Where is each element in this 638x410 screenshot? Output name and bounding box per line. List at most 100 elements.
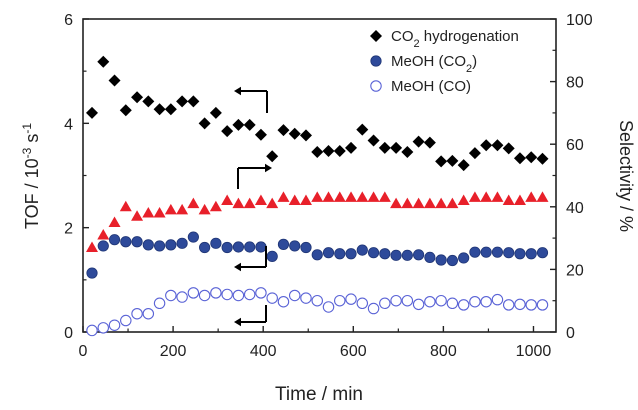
x-tick-label: 600 bbox=[340, 343, 367, 360]
data-point bbox=[536, 152, 549, 165]
y2-tick-label: 40 bbox=[566, 200, 584, 217]
data-point bbox=[435, 197, 448, 209]
data-point bbox=[502, 299, 515, 311]
data-point bbox=[288, 127, 301, 140]
data-point bbox=[97, 240, 109, 252]
data-point bbox=[142, 95, 155, 108]
data-point bbox=[423, 197, 436, 209]
x-tick-label: 800 bbox=[430, 343, 457, 360]
data-point bbox=[334, 248, 346, 260]
data-point bbox=[277, 238, 290, 250]
series-3 bbox=[86, 191, 549, 252]
y-axis-title: TOF / 10-3 s-1 bbox=[20, 123, 42, 229]
data-point bbox=[108, 216, 121, 227]
data-point bbox=[187, 231, 199, 243]
data-point bbox=[446, 197, 459, 209]
data-point bbox=[345, 248, 357, 260]
data-point bbox=[86, 324, 98, 337]
data-point bbox=[458, 252, 470, 264]
data-point bbox=[288, 289, 301, 302]
series-2 bbox=[86, 287, 549, 337]
data-point bbox=[277, 295, 290, 308]
data-point bbox=[513, 152, 526, 165]
data-point bbox=[277, 124, 290, 137]
series-1 bbox=[86, 231, 549, 279]
y2-tick-label: 100 bbox=[566, 12, 593, 29]
data-point bbox=[390, 197, 403, 209]
plot-frame bbox=[82, 18, 557, 333]
data-point bbox=[311, 294, 323, 307]
x-tick-label: 400 bbox=[250, 343, 277, 360]
data-point bbox=[254, 194, 267, 206]
y-tick-label: 4 bbox=[64, 116, 73, 133]
data-point bbox=[288, 194, 301, 206]
data-point bbox=[413, 249, 425, 261]
legend-label: MeOH (CO) bbox=[391, 78, 471, 95]
data-point bbox=[390, 294, 402, 307]
data-point bbox=[142, 307, 155, 320]
data-point bbox=[390, 141, 403, 154]
y2-tick-label: 0 bbox=[566, 325, 575, 342]
data-point bbox=[243, 197, 256, 209]
data-point bbox=[367, 191, 380, 202]
data-point bbox=[86, 106, 99, 119]
data-point bbox=[536, 191, 549, 202]
data-point bbox=[401, 197, 414, 209]
data-point bbox=[356, 244, 368, 256]
data-point bbox=[131, 307, 143, 320]
data-point bbox=[311, 191, 324, 202]
data-point bbox=[480, 295, 492, 308]
data-point bbox=[119, 200, 132, 212]
data-point bbox=[345, 191, 358, 202]
data-point bbox=[232, 289, 245, 302]
legend-marker bbox=[370, 55, 382, 67]
data-point bbox=[345, 293, 357, 305]
data-point bbox=[120, 236, 132, 248]
data-point bbox=[244, 241, 256, 253]
data-point bbox=[108, 319, 121, 331]
legend: CO2 hydrogenation MeOH (CO2) MeOH (CO) bbox=[370, 28, 519, 95]
y2-axis-title: Selectivity / % bbox=[616, 120, 636, 232]
data-point bbox=[209, 106, 222, 119]
data-point bbox=[221, 194, 234, 206]
data-point bbox=[424, 251, 436, 264]
data-point bbox=[176, 237, 188, 249]
data-point bbox=[232, 118, 245, 131]
data-point bbox=[514, 298, 526, 311]
data-point bbox=[480, 191, 493, 202]
data-point bbox=[221, 288, 233, 301]
data-point bbox=[333, 191, 346, 202]
data-point bbox=[266, 292, 278, 304]
data-point bbox=[525, 299, 537, 311]
data-point bbox=[97, 55, 110, 68]
data-point bbox=[232, 197, 245, 209]
data-point bbox=[153, 207, 166, 218]
data-point bbox=[209, 200, 222, 212]
data-point bbox=[345, 141, 358, 154]
y-tick-label: 0 bbox=[64, 325, 73, 342]
legend-entry: CO2 hydrogenation bbox=[370, 28, 519, 50]
data-point bbox=[446, 254, 458, 267]
data-point bbox=[525, 248, 537, 260]
y2-tick-label: 20 bbox=[566, 262, 584, 279]
x-tick-label: 1000 bbox=[516, 343, 552, 360]
data-point bbox=[367, 302, 380, 315]
data-point bbox=[243, 288, 256, 301]
data-point bbox=[435, 254, 447, 266]
series-0 bbox=[86, 55, 549, 172]
data-point bbox=[446, 154, 459, 167]
data-point bbox=[491, 293, 504, 306]
data-point bbox=[300, 241, 312, 254]
data-point bbox=[86, 241, 99, 252]
data-point bbox=[424, 295, 436, 308]
data-point bbox=[221, 125, 234, 138]
y2-tick-label: 80 bbox=[566, 75, 584, 92]
data-point bbox=[322, 191, 335, 202]
data-point bbox=[457, 159, 470, 172]
data-point bbox=[502, 194, 515, 206]
data-point bbox=[86, 267, 98, 279]
data-point bbox=[503, 247, 515, 259]
legend-entry: MeOH (CO2) bbox=[370, 53, 477, 75]
data-point bbox=[199, 241, 211, 254]
